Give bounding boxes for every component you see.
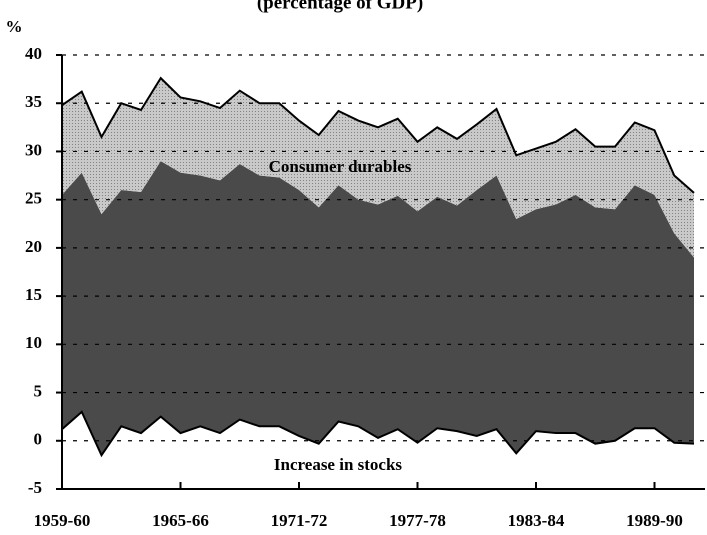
- x-tick-label: 1971-72: [271, 511, 328, 530]
- y-tick-label: 15: [25, 285, 42, 304]
- y-tick-label: 25: [25, 189, 42, 208]
- x-tick-label: 1965-66: [152, 511, 209, 530]
- y-tick-label: 30: [25, 140, 42, 159]
- series-line: [61, 76, 695, 194]
- area-label: Increase in stocks: [274, 455, 403, 474]
- y-tick-label: 5: [34, 381, 43, 400]
- area-texture: [62, 78, 694, 258]
- area-label: Consumer durables: [269, 157, 412, 176]
- x-tick-label: 1989-90: [626, 511, 683, 530]
- x-tick-label: 1977-78: [389, 511, 446, 530]
- y-tick-label: -5: [28, 478, 42, 497]
- x-tick-label: 1959-60: [34, 511, 91, 530]
- series-line: [61, 410, 695, 458]
- y-tick-label: 35: [25, 92, 42, 111]
- chart-title: (percentage of GDP): [257, 0, 423, 13]
- y-axis-label: %: [6, 17, 23, 36]
- area: [62, 161, 694, 456]
- y-tick-label: 20: [25, 237, 42, 256]
- y-tick-label: 0: [34, 430, 43, 449]
- y-tick-label: 10: [25, 333, 42, 352]
- x-tick-label: 1983-84: [508, 511, 565, 530]
- y-tick-label: 40: [25, 44, 42, 63]
